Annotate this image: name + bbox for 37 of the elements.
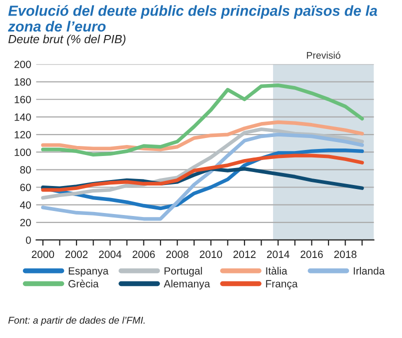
y-tick-label: 60	[20, 184, 31, 192]
y-tick-label: 0	[26, 236, 31, 244]
legend-label: Itàlia	[266, 266, 288, 275]
x-tick-label: 2008	[166, 250, 188, 258]
x-tick-label: 2006	[132, 250, 155, 258]
y-tick-label: 180	[14, 78, 31, 86]
line-series	[41, 154, 364, 192]
x-tick-label: 2010	[200, 250, 222, 258]
x-tick-label: 2012	[233, 250, 256, 258]
text: Font: a partir de dades de l’FMI.	[8, 316, 145, 326]
legend-label: França	[266, 280, 298, 290]
line-series	[41, 120, 364, 152]
x-tick-label: 2014	[267, 250, 290, 258]
legend-label: Espanya	[68, 267, 109, 277]
line-series	[41, 132, 364, 221]
legend-label: Alemanya	[164, 280, 210, 290]
band-label: Previsió	[306, 52, 340, 59]
line-series	[41, 127, 364, 200]
x-tick-label: 2000	[32, 250, 54, 258]
x-tick-label: 2018	[334, 250, 356, 258]
x-tick-label: 2004	[99, 250, 122, 258]
legend-label: Portugal	[164, 266, 202, 277]
y-tick-label: 160	[14, 96, 31, 104]
y-tick-label: 20	[20, 218, 31, 226]
y-axis-title: Deute brut (% del PIB)	[8, 34, 126, 46]
x-tick-label: 2016	[300, 250, 323, 258]
y-tick-label: 80	[20, 166, 31, 174]
y-tick-label: 200	[14, 60, 31, 68]
y-tick-label: 120	[14, 131, 31, 138]
chart-title: Evolució del deute públic dels principals països de la zona de l’euro	[8, 5, 378, 32]
y-tick-label: 140	[14, 113, 31, 121]
line-series	[41, 84, 364, 157]
legend-label: Irlanda	[354, 266, 385, 275]
legend-label: Grècia	[68, 280, 99, 288]
x-tick-label: 2002	[65, 250, 88, 258]
y-tick-label: 40	[20, 201, 31, 209]
y-tick-label: 100	[14, 148, 31, 156]
